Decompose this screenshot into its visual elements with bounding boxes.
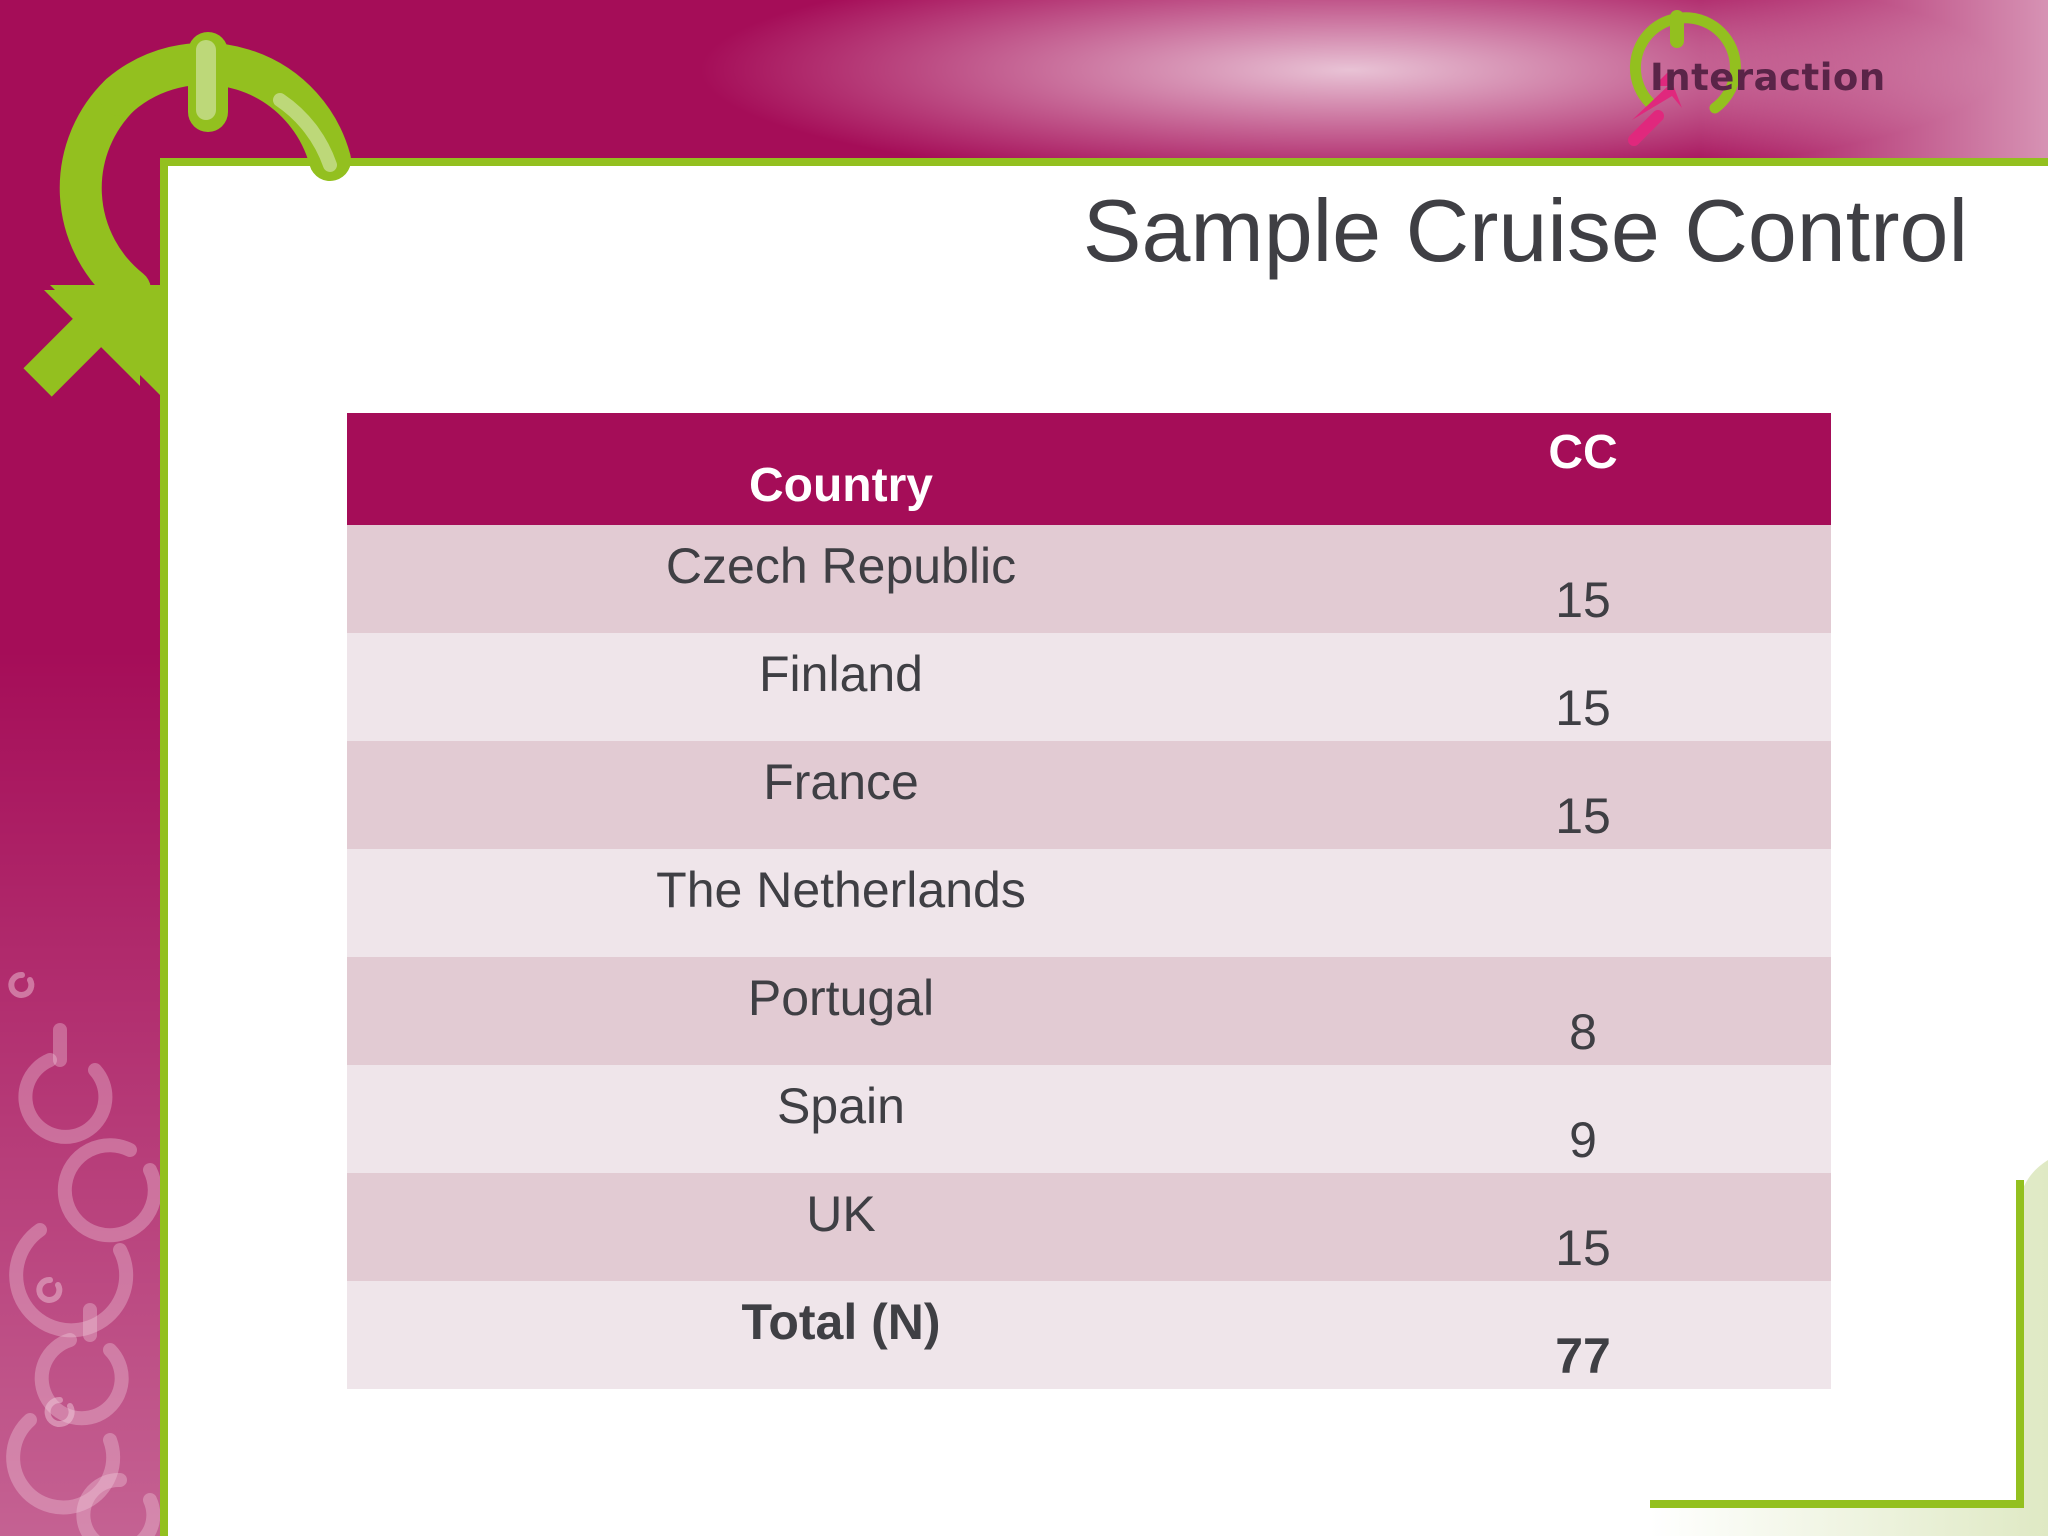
logo-swirl-icon <box>1628 10 1741 146</box>
cell-country: UK <box>347 1173 1335 1281</box>
table-total-row: Total (N) 77 <box>347 1281 1831 1389</box>
table-header-row: Country CC <box>347 413 1831 525</box>
interaction-logo: Interaction <box>1610 8 1910 148</box>
cell-country: Spain <box>347 1065 1335 1173</box>
table-row: Spain 9 <box>347 1065 1831 1173</box>
sample-table: Country CC Czech Republic 15 Finland 15 … <box>347 413 1831 1389</box>
cell-country: Czech Republic <box>347 525 1335 633</box>
cell-cc: 8 <box>1335 957 1831 1065</box>
table-row: France 15 <box>347 741 1831 849</box>
cell-country: Portugal <box>347 957 1335 1065</box>
table-row: Czech Republic 15 <box>347 525 1831 633</box>
cell-cc <box>1335 849 1831 957</box>
header-cc: CC <box>1335 413 1831 525</box>
cell-cc: 15 <box>1335 1173 1831 1281</box>
cell-cc: 15 <box>1335 633 1831 741</box>
table-row: UK 15 <box>347 1173 1831 1281</box>
cell-country: France <box>347 741 1335 849</box>
cell-cc: 15 <box>1335 741 1831 849</box>
cell-country: Finland <box>347 633 1335 741</box>
decorative-swirls <box>6 1023 162 1536</box>
header-country: Country <box>347 413 1335 525</box>
power-swirl-graphic <box>23 32 351 397</box>
table-row: Portugal 8 <box>347 957 1831 1065</box>
cell-cc: 9 <box>1335 1065 1831 1173</box>
decorative-swirls-small <box>8 972 75 1427</box>
slide-title: Sample Cruise Control <box>1082 181 1968 280</box>
table-row: The Netherlands <box>347 849 1831 957</box>
total-value: 77 <box>1335 1281 1831 1389</box>
cell-cc: 15 <box>1335 525 1831 633</box>
logo-text: Interaction <box>1650 56 1886 99</box>
table-row: Finland 15 <box>347 633 1831 741</box>
cell-country: The Netherlands <box>347 849 1335 957</box>
total-label: Total (N) <box>347 1281 1335 1389</box>
